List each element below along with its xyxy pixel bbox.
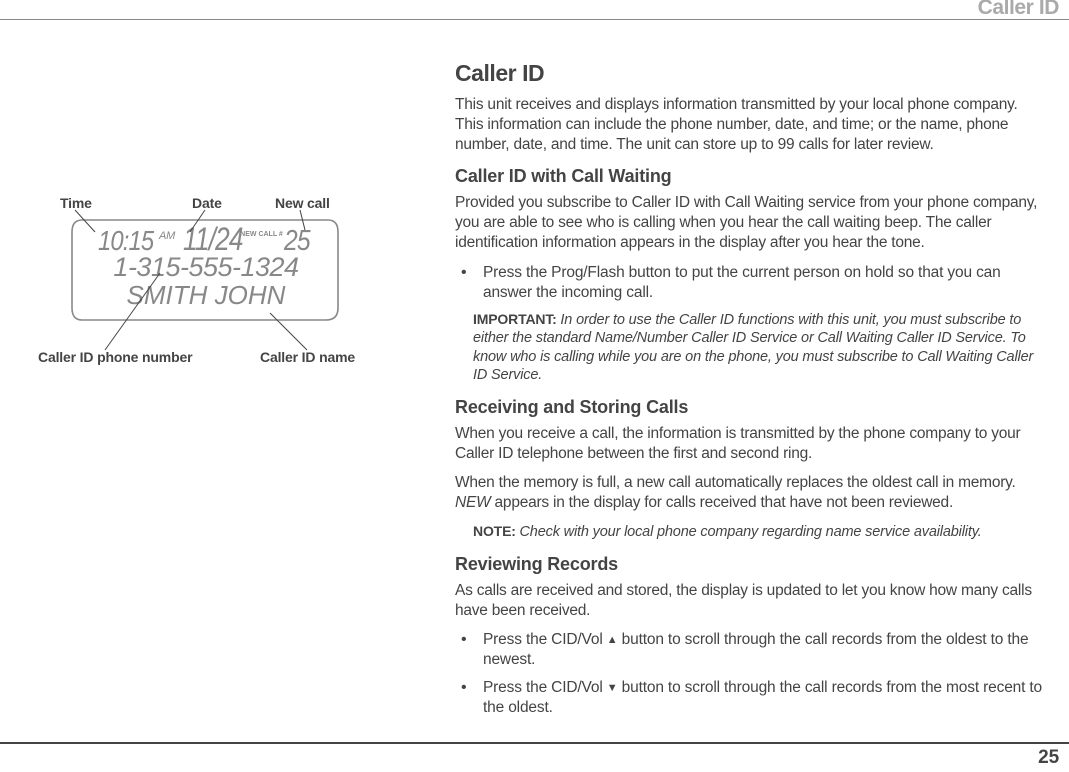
important-label: IMPORTANT: [473,311,560,327]
review-list: Press the CID/Vol ▲ button to scroll thr… [455,630,1047,717]
receive-paragraph-2: When the memory is full, a new call auto… [455,473,1047,513]
lcd-name: SMITH JOHN [82,280,330,311]
text: When the memory is full, a new call auto… [455,474,1016,491]
heading-caller-id: Caller ID [455,60,1047,87]
note-label: NOTE: [473,523,519,539]
important-note: IMPORTANT: In order to use the Caller ID… [455,311,1047,385]
new-emphasis: NEW [455,494,490,511]
header-rule [0,19,1069,20]
text: Press the CID/Vol [483,631,607,648]
heading-receiving: Receiving and Storing Calls [455,397,1047,418]
text: Press the CID/Vol [483,679,607,696]
main-content: Caller ID This unit receives and display… [455,60,1047,726]
caller-id-illustration: Time Date New call 10:15AM 11/24NEW CALL… [45,195,425,365]
list-item: Press the CID/Vol ▼ button to scroll thr… [455,678,1047,718]
label-time: Time [60,195,92,211]
text: appears in the display for calls receive… [490,494,953,511]
up-arrow-icon: ▲ [607,634,618,646]
note-body: Check with your local phone company rega… [519,524,981,540]
call-waiting-paragraph: Provided you subscribe to Caller ID with… [455,193,1047,252]
intro-paragraph: This unit receives and displays informat… [455,95,1047,154]
list-item: Press the CID/Vol ▲ button to scroll thr… [455,630,1047,670]
receive-paragraph-1: When you receive a call, the information… [455,424,1047,464]
header-title: Caller ID [978,0,1059,20]
footer-rule [0,742,1069,744]
lcd-display: 10:15AM 11/24NEW CALL #25 1-315-555-1324… [70,218,340,323]
lcd-new-call-label: NEW CALL # [240,231,283,238]
label-date: Date [192,195,222,211]
call-waiting-list: Press the Prog/Flash button to put the c… [455,263,1047,303]
down-arrow-icon: ▼ [607,682,618,694]
lcd-phone: 1-315-555-1324 [82,252,330,283]
page-number: 25 [1038,747,1059,769]
label-phone-number: Caller ID phone number [38,349,192,365]
heading-call-waiting: Caller ID with Call Waiting [455,166,1047,187]
label-caller-name: Caller ID name [260,349,355,365]
note: NOTE: Check with your local phone compan… [455,523,1047,542]
label-new-call: New call [275,195,330,211]
heading-reviewing: Reviewing Records [455,554,1047,575]
review-paragraph: As calls are received and stored, the di… [455,581,1047,621]
list-item: Press the Prog/Flash button to put the c… [455,263,1047,303]
lcd-ampm: AM [159,230,175,242]
